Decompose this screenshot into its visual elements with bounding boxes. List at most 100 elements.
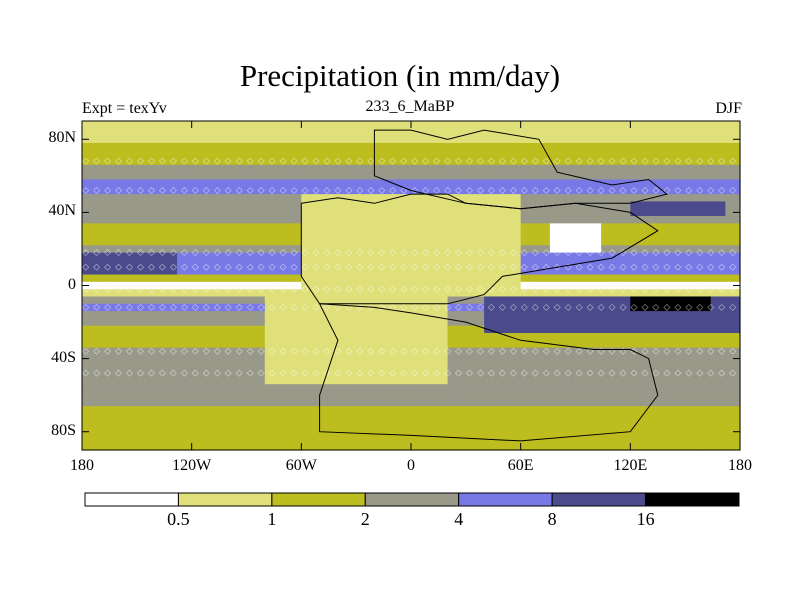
- stipple-mark: [213, 303, 221, 311]
- field-cell: [111, 442, 120, 451]
- field-cell: [162, 252, 171, 261]
- field-cell: [462, 223, 471, 232]
- stipple-mark: [411, 157, 419, 165]
- stipple-mark: [498, 249, 506, 257]
- field-cell: [725, 267, 734, 276]
- field-cell: [147, 428, 156, 436]
- stipple-mark: [257, 263, 265, 271]
- field-cell: [623, 303, 631, 312]
- field-cell: [396, 391, 405, 400]
- field-cell: [359, 230, 368, 239]
- field-cell: [125, 347, 134, 356]
- field-cell: [476, 252, 485, 261]
- field-cell: [476, 216, 485, 224]
- field-cell: [367, 223, 376, 232]
- field-cell: [637, 442, 646, 451]
- field-cell: [374, 128, 383, 137]
- field-cell: [623, 362, 631, 371]
- field-cell: [666, 420, 675, 429]
- field-cell: [228, 340, 237, 349]
- field-cell: [133, 296, 142, 305]
- field-cell: [725, 274, 734, 283]
- field-cell: [82, 296, 90, 305]
- field-cell: [469, 391, 478, 400]
- field-cell: [147, 362, 156, 371]
- field-cell: [601, 252, 609, 261]
- field-cell: [308, 428, 317, 436]
- field-cell: [506, 208, 514, 217]
- field-cell: [557, 135, 566, 144]
- field-cell: [133, 289, 142, 298]
- field-cell: [330, 128, 339, 137]
- field-cell: [140, 121, 149, 129]
- field-cell: [191, 259, 200, 268]
- field-cell: [96, 259, 105, 268]
- field-cell: [235, 142, 244, 151]
- field-cell: [301, 281, 310, 290]
- field-cell: [520, 281, 529, 290]
- field-cell: [403, 325, 412, 334]
- field-cell: [345, 369, 354, 378]
- field-cell: [367, 406, 376, 415]
- field-cell: [644, 135, 653, 144]
- field-cell: [637, 230, 646, 239]
- field-cell: [169, 252, 178, 261]
- stipple-mark: [509, 347, 517, 355]
- field-cell: [644, 179, 653, 188]
- field-cell: [374, 223, 383, 232]
- field-cell: [381, 362, 390, 371]
- field-cell: [403, 289, 412, 298]
- field-cell: [732, 216, 741, 224]
- field-cell: [396, 333, 405, 341]
- field-cell: [432, 354, 441, 363]
- field-cell: [454, 354, 463, 363]
- field-cell: [491, 121, 500, 129]
- field-cell: [666, 230, 675, 239]
- field-cell: [484, 172, 493, 181]
- field-cell: [389, 391, 397, 400]
- stipple-mark: [608, 303, 616, 311]
- field-cell: [125, 267, 134, 276]
- stipple-mark: [367, 347, 375, 355]
- stipple-mark: [652, 303, 660, 311]
- field-cell: [330, 157, 339, 166]
- field-cell: [228, 164, 237, 173]
- field-cell: [520, 391, 529, 400]
- stipple-mark: [641, 285, 649, 293]
- stipple-mark: [312, 285, 320, 293]
- field-cell: [688, 442, 697, 451]
- field-cell: [666, 398, 675, 407]
- field-cell: [403, 428, 412, 436]
- stipple-mark: [367, 157, 375, 165]
- field-cell: [345, 223, 354, 232]
- field-cell: [411, 347, 419, 356]
- field-cell: [359, 201, 368, 210]
- field-cell: [535, 420, 544, 429]
- field-cell: [447, 354, 456, 363]
- stipple-mark: [433, 249, 441, 257]
- stipple-mark: [268, 303, 276, 311]
- field-cell: [520, 325, 529, 334]
- field-cell: [308, 142, 317, 151]
- field-cell: [286, 150, 295, 159]
- field-cell: [272, 223, 280, 232]
- field-cell: [484, 121, 493, 129]
- stipple-mark: [389, 157, 397, 165]
- field-cell: [696, 442, 705, 451]
- field-cell: [264, 296, 273, 305]
- field-cell: [279, 157, 288, 166]
- field-cell: [352, 311, 361, 319]
- field-cell: [374, 340, 383, 349]
- field-cell: [696, 406, 705, 415]
- field-cell: [549, 281, 558, 290]
- field-cell: [198, 325, 207, 334]
- field-cell: [513, 435, 522, 444]
- field-cell: [476, 142, 485, 151]
- field-cell: [308, 208, 317, 217]
- field-cell: [177, 245, 185, 254]
- field-cell: [527, 347, 536, 356]
- field-cell: [177, 164, 185, 173]
- field-cell: [425, 391, 434, 400]
- field-cell: [659, 259, 668, 268]
- field-cell: [564, 201, 573, 210]
